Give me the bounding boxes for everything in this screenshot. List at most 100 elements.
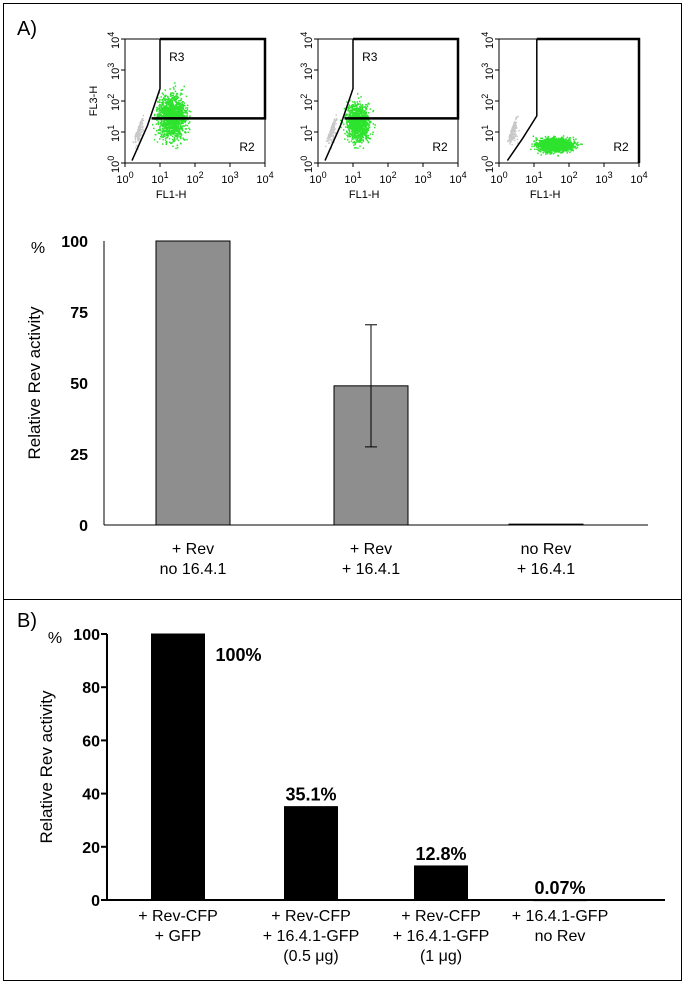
green-dot [165,134,168,137]
green-dot [151,124,154,126]
green-dot [187,131,189,134]
green-dot [553,138,556,140]
gray-dot [142,125,144,128]
green-dot [365,124,367,126]
green-dot [550,152,552,155]
green-dot [157,132,160,135]
green-dot [346,119,348,121]
gray-dot [509,143,511,145]
green-dot [183,116,186,118]
green-dot [566,141,568,144]
green-dot [561,152,563,154]
green-dot [352,141,354,144]
green-dot [358,112,361,115]
green-dot [178,119,180,122]
green-dot [164,115,166,118]
y-tick-label: 102 [480,94,496,111]
green-dot [356,124,358,127]
green-dot [356,138,359,140]
category-label: + Rev [350,541,392,558]
green-dot [550,145,552,148]
green-dot [350,126,352,128]
green-dot [175,128,178,130]
gate-label-r2: R2 [432,140,448,154]
green-dot [178,105,181,108]
green-dot [548,145,550,148]
green-dot [160,109,162,112]
green-dot [573,146,576,149]
x-tick-label: 101 [525,170,542,186]
gray-dot [514,135,517,137]
gray-dot [514,134,516,136]
green-dot [177,124,180,126]
green-dot [364,123,366,126]
y-tick-label: 20 [82,840,100,857]
green-dot [573,145,575,148]
green-dot [545,137,548,140]
green-dot [180,137,182,140]
green-dot [162,136,165,138]
green-dot [360,130,362,132]
green-dot [167,121,170,123]
green-dot [359,111,361,114]
green-dot [553,145,555,147]
gray-dot [332,124,334,126]
green-dot [175,125,178,127]
green-dot [546,143,549,146]
green-dot [350,110,352,112]
bar [508,523,584,526]
green-dot [549,149,552,152]
gray-dot [334,133,337,135]
green-dot [183,104,186,107]
gray-dot [515,121,517,124]
green-dot [171,105,173,107]
green-dot [346,120,348,123]
green-dot [362,120,364,122]
green-dot [188,110,191,112]
green-dot [351,106,354,109]
gray-dot [330,133,332,135]
green-dot [350,115,353,117]
green-dot [178,128,181,131]
green-dot [356,122,359,125]
green-dot [160,134,163,137]
green-dot [357,116,360,118]
green-dot [574,145,577,148]
green-dot [562,140,564,142]
gray-dot [334,120,336,122]
green-dot [361,104,364,106]
green-dot [181,125,183,128]
green-dot [186,115,188,118]
green-dot [354,115,356,118]
green-dot [352,121,355,123]
green-dot [162,138,165,141]
green-dot [545,153,547,155]
gray-dot [140,121,143,123]
green-dot [365,122,368,124]
green-dot [358,125,361,128]
green-dot [179,132,181,134]
green-dot [557,147,560,149]
green-dot [557,155,559,157]
green-dot [172,92,175,95]
green-dot [160,124,162,126]
green-dot [535,137,537,139]
green-dot [175,115,178,117]
green-dot [186,124,189,127]
green-dot [185,124,187,126]
gray-dot [139,125,141,128]
green-dot [164,126,167,129]
green-dot [363,128,366,130]
green-dot [176,114,178,116]
green-dot [164,98,167,100]
green-dot [552,137,554,139]
y-tick-label: 0 [79,518,88,535]
green-dot [173,121,176,124]
green-dot [362,112,365,114]
green-dot [362,124,364,127]
green-dot [182,113,184,116]
gray-dot [511,130,513,133]
green-dot [164,95,167,98]
green-dot [355,107,358,110]
